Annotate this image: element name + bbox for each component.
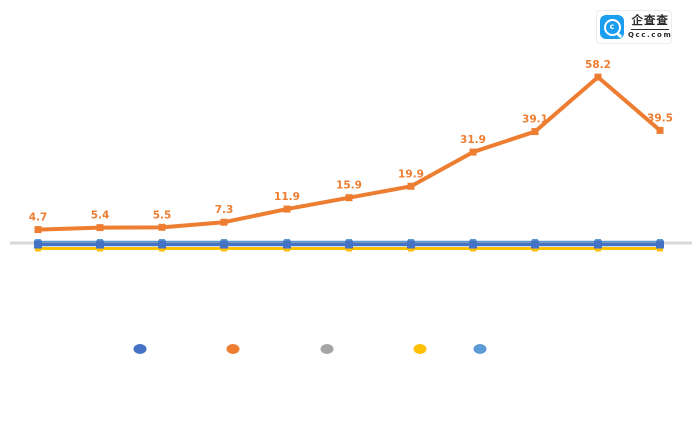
orange-series-marker: [34, 226, 42, 234]
data-label: 39.5: [647, 112, 673, 124]
data-label: 58.2: [585, 59, 611, 71]
blue-series-marker: [469, 240, 477, 249]
data-label: 5.4: [91, 210, 110, 222]
blue-series-marker: [407, 240, 415, 249]
qcc-q-glyph: c: [603, 18, 621, 36]
orange-series-marker: [469, 148, 477, 156]
orange-series-marker: [407, 182, 415, 190]
orange-series-marker: [656, 126, 664, 134]
orange-series-marker: [594, 73, 602, 81]
data-label: 5.5: [153, 209, 172, 221]
logo-brand-name: 企查查: [631, 15, 669, 30]
blue-series-marker: [158, 240, 166, 249]
blue-series-marker: [345, 240, 353, 249]
legend-marker: [413, 344, 427, 354]
legend-marker: [133, 344, 147, 354]
orange-series-marker: [220, 218, 228, 226]
legend-marker: [473, 344, 487, 354]
legend-marker: [320, 344, 334, 354]
blue-series-marker: [594, 240, 602, 249]
orange-series-marker: [158, 223, 166, 231]
blue-series-marker: [96, 240, 104, 249]
data-label: 4.7: [29, 212, 48, 224]
legend-marker: [226, 344, 240, 354]
data-label: 31.9: [460, 134, 486, 146]
blue-series-marker: [283, 240, 291, 249]
qcc-logo: c 企查查 Qcc.com: [596, 10, 672, 44]
blue-series: [34, 240, 664, 249]
orange-series: [34, 73, 664, 234]
logo-brand-domain: Qcc.com: [628, 30, 673, 39]
orange-series-marker: [531, 128, 539, 136]
data-label: 39.1: [522, 114, 548, 126]
blue-series-marker: [531, 240, 539, 249]
orange-series-marker: [345, 194, 353, 202]
blue-series-marker: [34, 240, 42, 249]
qcc-icon: c: [600, 15, 624, 39]
data-label: 15.9: [336, 180, 362, 192]
data-label: 7.3: [215, 204, 234, 216]
legend: [133, 344, 487, 354]
orange-series-data-labels: 4.7 5.4 5.5 7.3 11.9 15.9 19.9 31.9 39.1 58.2 39.5: [29, 59, 673, 223]
blue-series-marker: [220, 240, 228, 249]
orange-series-marker: [96, 224, 104, 232]
orange-series-marker: [283, 205, 291, 213]
blue-series-marker: [656, 240, 664, 249]
data-label: 19.9: [398, 168, 424, 180]
data-label: 11.9: [274, 191, 300, 203]
